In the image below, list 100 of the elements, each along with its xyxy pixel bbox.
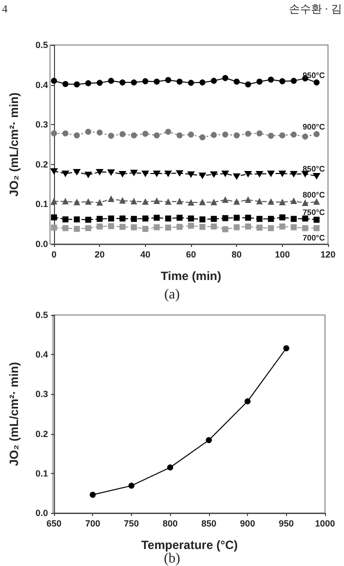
x-tick-label: 80 xyxy=(232,250,242,260)
y-tick-label: 0.3 xyxy=(35,389,48,400)
point xyxy=(128,482,134,489)
point xyxy=(176,78,183,85)
point xyxy=(108,216,114,222)
point xyxy=(210,199,217,206)
point xyxy=(176,224,183,230)
point xyxy=(96,130,103,136)
point xyxy=(96,168,104,175)
point xyxy=(234,198,240,205)
point xyxy=(256,78,262,85)
point xyxy=(314,79,320,86)
x-tick-label: 750 xyxy=(124,518,139,528)
point xyxy=(62,225,68,232)
x-tick-label: 0 xyxy=(51,250,57,260)
point xyxy=(153,170,160,177)
point xyxy=(256,170,263,177)
x-tick-label: 650 xyxy=(46,518,62,528)
point xyxy=(176,132,183,138)
point xyxy=(85,80,92,86)
y-tick-label: 0.5 xyxy=(35,310,48,320)
point xyxy=(154,214,160,221)
y-tick-label: 0.0 xyxy=(35,239,48,249)
point xyxy=(290,78,297,84)
point xyxy=(130,198,137,204)
point xyxy=(154,132,160,138)
point xyxy=(176,198,183,204)
text: (a) xyxy=(164,288,180,302)
point xyxy=(62,216,68,222)
point xyxy=(268,225,274,232)
point xyxy=(314,131,320,138)
point xyxy=(244,398,251,404)
x-tick-label: 60 xyxy=(186,250,196,260)
x-tick-label: 700 xyxy=(85,518,100,528)
point xyxy=(188,216,194,222)
point xyxy=(130,79,137,86)
point xyxy=(85,225,92,232)
point xyxy=(188,80,194,86)
point xyxy=(234,214,240,221)
point xyxy=(96,223,103,230)
x-axis-title: Temperature (°C) xyxy=(141,538,238,552)
point xyxy=(245,81,252,88)
point xyxy=(74,199,80,206)
point xyxy=(234,132,240,138)
point xyxy=(268,76,274,83)
series-label: 900°C xyxy=(302,122,326,132)
point xyxy=(108,132,114,139)
point xyxy=(96,80,103,86)
point xyxy=(130,216,137,222)
point xyxy=(256,130,262,136)
point xyxy=(199,199,206,206)
point xyxy=(85,216,92,223)
text: (b) xyxy=(164,552,180,566)
point xyxy=(222,75,228,82)
point xyxy=(51,198,57,204)
point xyxy=(234,78,240,85)
point xyxy=(130,224,137,230)
point xyxy=(268,198,274,205)
point xyxy=(199,134,206,140)
point xyxy=(165,128,172,135)
point xyxy=(188,222,194,229)
point xyxy=(198,172,206,179)
point xyxy=(176,214,183,221)
x-tick-label: 1000 xyxy=(314,518,336,528)
point xyxy=(120,131,126,138)
point xyxy=(62,170,69,177)
point xyxy=(279,199,286,206)
point xyxy=(142,216,148,222)
point xyxy=(120,198,126,204)
point xyxy=(119,170,126,177)
point xyxy=(314,216,320,223)
point xyxy=(108,78,114,84)
point xyxy=(73,168,80,175)
point xyxy=(222,226,228,232)
point xyxy=(62,81,68,88)
point xyxy=(279,214,286,220)
point xyxy=(96,216,103,222)
point xyxy=(108,169,115,176)
point xyxy=(256,216,262,222)
point xyxy=(142,130,148,137)
point xyxy=(210,223,217,230)
point xyxy=(120,216,126,222)
point xyxy=(245,196,252,203)
point xyxy=(90,492,96,498)
point xyxy=(84,172,92,178)
point xyxy=(278,170,286,177)
text: 손수환 · 김 xyxy=(288,4,342,16)
point xyxy=(245,214,252,221)
point xyxy=(279,223,286,230)
point xyxy=(51,224,57,231)
point xyxy=(222,215,228,222)
point xyxy=(302,134,308,140)
point xyxy=(245,223,252,230)
point xyxy=(120,224,126,230)
point xyxy=(199,216,206,222)
point xyxy=(313,172,320,179)
point xyxy=(142,78,148,84)
point xyxy=(188,132,194,138)
y-tick-label: 0.4 xyxy=(35,80,48,90)
point xyxy=(154,224,160,230)
